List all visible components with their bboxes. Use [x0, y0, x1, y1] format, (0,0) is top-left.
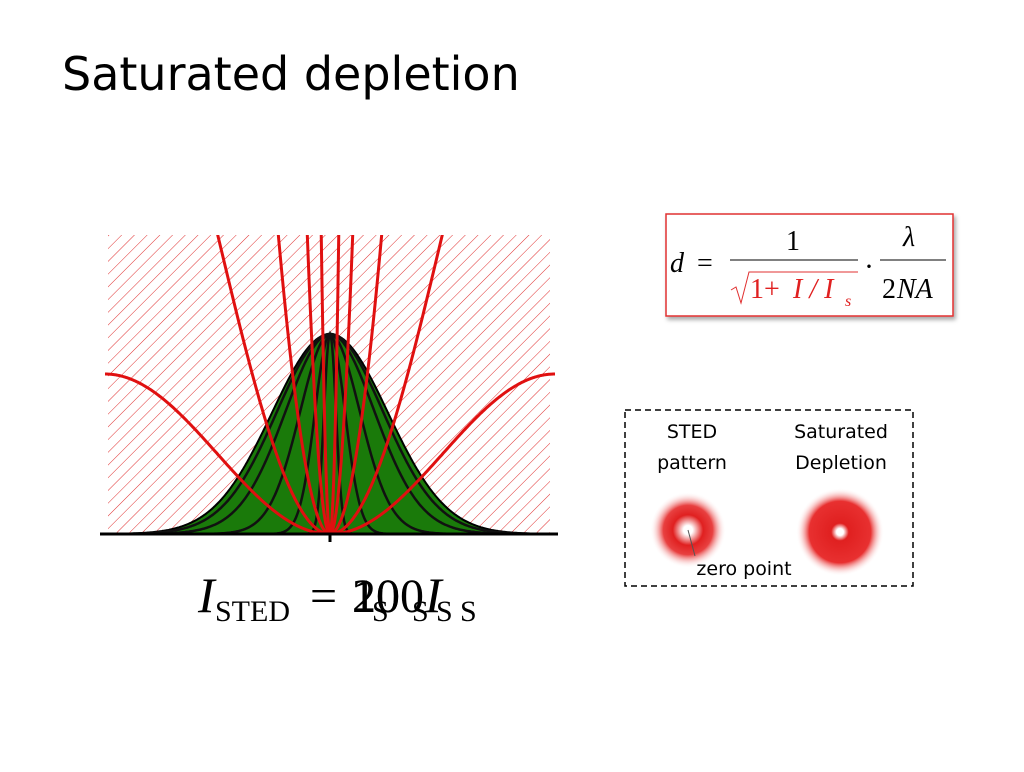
caption: I STED = 1 2 10 100 I S S S S — [197, 567, 477, 628]
formula-equals: = — [697, 248, 713, 279]
saturated-spot — [796, 488, 884, 576]
caption-multiplier: 1 — [352, 570, 376, 623]
formula-factor-number: 2 — [882, 274, 896, 305]
formula-numerator: 1 — [786, 226, 800, 257]
caption-unit: I — [424, 567, 444, 623]
formula-box: d = 1 1+ I / I s · λ 2 NA — [665, 213, 954, 317]
slide-title: Saturated depletion — [62, 47, 520, 101]
formula-ratio: I / I — [792, 274, 835, 305]
sted-label: STED — [667, 421, 717, 443]
pointer-line — [687, 529, 696, 557]
legend-box: STED pattern Saturated Depletion zero po… — [624, 409, 914, 587]
formula-root-prefix: 1+ — [750, 274, 780, 305]
formula-lambda: λ — [902, 222, 915, 253]
caption-equals: = — [310, 570, 337, 623]
caption-unit-subscript: S — [460, 595, 477, 628]
caption-unit-subscript: S — [372, 595, 389, 628]
formula-factor-letters: NA — [896, 274, 934, 305]
saturated-label: Depletion — [795, 452, 887, 474]
sted-label: pattern — [657, 452, 727, 474]
caption-unit-subscript: S — [412, 595, 429, 628]
zero-point-label: zero point — [696, 558, 791, 580]
formula-frame — [665, 213, 954, 317]
caption-multiplier: 2 — [352, 570, 376, 623]
formula-ratio-subscript: s — [845, 293, 851, 310]
caption-unit-subscript: S — [436, 595, 453, 628]
saturated-label: Saturated — [794, 421, 888, 443]
caption-multiplier: 10 — [352, 570, 400, 623]
formula-lhs: d — [670, 248, 685, 279]
caption-multiplier: 100 — [352, 570, 424, 623]
formula-dot: · — [864, 250, 874, 283]
caption-subscript: STED — [215, 595, 290, 628]
root-sign — [730, 271, 858, 305]
caption-symbol: I — [197, 567, 217, 623]
